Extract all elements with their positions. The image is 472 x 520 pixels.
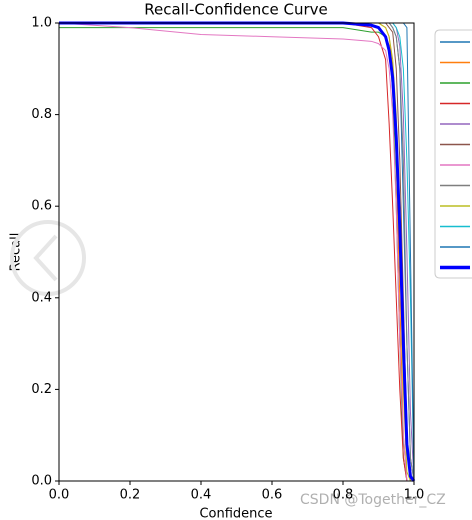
x-tick-label: 0.4	[191, 488, 212, 503]
x-tick-label: 0.2	[120, 488, 141, 503]
chart-title: Recall-Confidence Curve	[144, 1, 328, 19]
series-line	[59, 22, 415, 482]
x-tick-label: 0.0	[49, 488, 70, 503]
y-tick-label: 1.0	[31, 16, 52, 31]
plot-frame	[58, 22, 415, 482]
watermark: CSDN @Together_CZ	[300, 492, 446, 508]
series-line	[59, 21, 416, 482]
overlay-icon	[10, 220, 86, 296]
series-line	[59, 27, 414, 482]
y-tick-label: 0.4	[31, 290, 52, 305]
series-line	[59, 22, 415, 482]
series-line	[59, 22, 415, 482]
series-line	[59, 22, 414, 482]
series-line	[59, 22, 414, 482]
series-line	[59, 22, 414, 482]
series-line	[59, 22, 414, 482]
series-line	[59, 22, 415, 482]
y-tick-label: 0.6	[31, 199, 52, 214]
y-tick-label: 0.0	[31, 474, 52, 489]
overlay-icon-arrow	[33, 234, 58, 282]
series-line	[59, 22, 415, 482]
series-line	[58, 22, 414, 482]
y-tick-label: 0.8	[31, 107, 52, 122]
x-tick-label: 1.0	[404, 488, 425, 503]
x-tick-label: 0.6	[262, 488, 283, 503]
legend-box	[434, 29, 472, 279]
x-axis-label: Confidence	[199, 507, 272, 520]
y-tick-label: 0.2	[31, 382, 52, 397]
x-tick-label: 0.8	[333, 488, 354, 503]
